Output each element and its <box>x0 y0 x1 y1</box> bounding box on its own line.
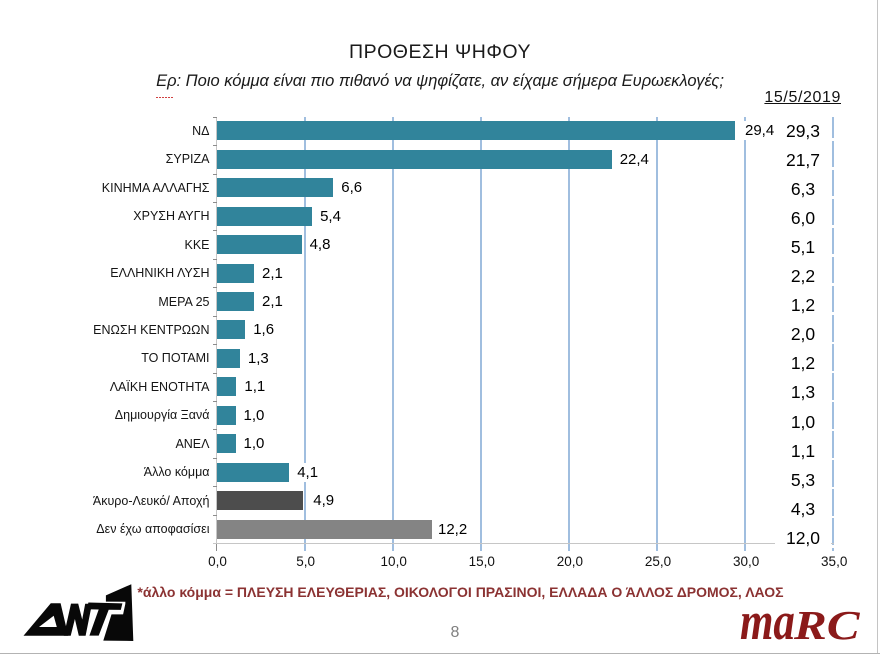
svg-text:ma: ma <box>740 603 795 648</box>
svg-text:RC: RC <box>793 603 861 648</box>
